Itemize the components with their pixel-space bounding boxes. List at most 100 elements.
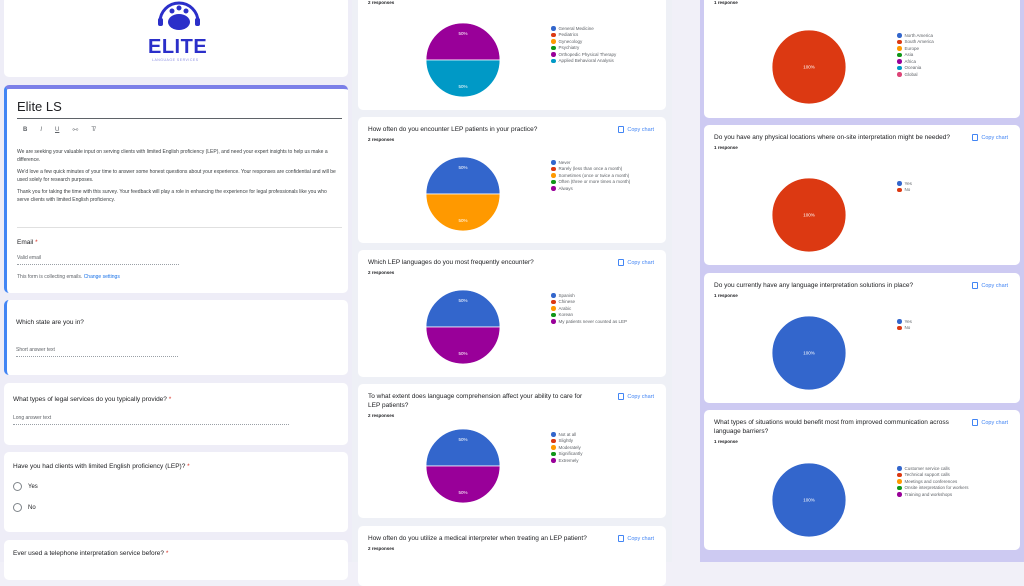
legend-item[interactable]: No [897,187,912,194]
legend-label: Sometimes (once or twice a month) [558,172,630,178]
logo-icon [158,1,200,30]
legend-dot [551,432,556,437]
legend-item[interactable]: Moderately [551,444,583,451]
slice-percent-label: 100% [803,498,815,503]
legend-dot [551,438,556,443]
legend-item[interactable]: Orthopedic Physical Therapy [551,51,616,58]
legend-item[interactable]: Significantly [551,451,583,458]
legend-label: No [904,325,911,331]
question-card-telephone[interactable]: Ever used a telephone interpretation ser… [4,540,348,580]
legend-item[interactable]: Psychiatry [551,45,616,52]
legend-item[interactable]: Spanish [551,292,627,299]
question-card-legal-services[interactable]: What types of legal services do you typi… [4,383,348,445]
pie-slice[interactable] [425,289,501,328]
long-answer-field[interactable]: Long answer text [13,415,289,425]
legend-item[interactable]: Europe [897,45,934,52]
format-toolbar: B I U ⧟ T̸ [23,127,95,134]
legend-item[interactable]: South America [897,39,934,46]
legend-item[interactable]: Applied Behavioral Analysis [551,58,616,65]
slice-percent-label: 50% [458,218,467,223]
legend-item[interactable]: Yes [897,318,912,325]
pie-slice[interactable] [425,193,501,232]
copy-chart-button[interactable]: Copy chart [618,535,654,542]
legend-item[interactable]: General Medicine [551,25,616,32]
legend-item[interactable]: North America [897,32,934,39]
bold-button[interactable]: B [23,127,28,133]
radio-button[interactable] [13,482,22,491]
description-paragraph: We'd love a few quick minutes of your ti… [17,169,336,183]
legend-item[interactable]: Korean [551,312,627,319]
response-count: 2 responses [368,0,395,5]
legend-dot [897,46,902,51]
pie-slice[interactable] [425,22,501,61]
pie-slice[interactable] [425,428,501,467]
pie-chart: 100% [771,29,847,105]
email-label: Email * [17,239,38,246]
form-header-card[interactable]: Elite LS B I U ⧟ T̸ We are seeking your … [4,85,348,293]
pie-slice[interactable] [425,326,501,365]
radio-button[interactable] [13,503,22,512]
legend-item[interactable]: Technical support calls [897,472,969,479]
copy-chart-button[interactable]: Copy chart [618,259,654,266]
legend-item[interactable]: Often (three or more times a month) [551,179,630,186]
pie-slice[interactable] [771,177,847,253]
legend-dot [551,306,556,311]
copy-chart-button[interactable]: Copy chart [972,419,1008,426]
clear-format-icon[interactable]: T̸ [91,127,96,133]
legend-item[interactable]: Slightly [551,438,583,445]
legend-item[interactable]: Rarely (less than once a month) [551,166,630,173]
legend-item[interactable]: Training and workshops [897,491,969,498]
form-title[interactable]: Elite LS [17,99,342,119]
pie-slice[interactable] [771,29,847,105]
legend-label: Significantly [558,451,583,457]
radio-option-no[interactable]: No [13,503,38,512]
legend-item[interactable]: Yes [897,180,912,187]
legend-item[interactable]: Extremely [551,457,583,464]
pie-slice[interactable] [425,465,501,504]
copy-icon [618,126,625,133]
legend-dot [551,445,556,450]
legend-item[interactable]: Onsite interpretation for workers [897,485,969,492]
form-description[interactable]: We are seeking your valuable input on se… [17,149,337,204]
legend-item[interactable]: Sometimes (once or twice a month) [551,172,630,179]
copy-chart-button[interactable]: Copy chart [972,134,1008,141]
legend-item[interactable]: Customer service calls [897,465,969,472]
legend-item[interactable]: No [897,325,912,332]
legend-item[interactable]: Oceania [897,65,934,72]
underline-button[interactable]: U [55,127,60,133]
copy-icon [972,134,979,141]
legend-item[interactable]: Gynecology [551,38,616,45]
chart-card: To what extent does language comprehensi… [358,384,666,518]
copy-chart-button[interactable]: Copy chart [618,393,654,400]
legend-item[interactable]: My patients never counted as LEP [551,318,627,325]
pie-slice[interactable] [425,156,501,195]
question-card-state[interactable]: Which state are you in? Short answer tex… [4,300,348,375]
change-settings-link[interactable]: Change settings [83,274,120,280]
legend-item[interactable]: Africa [897,58,934,65]
short-answer-field[interactable]: Short answer text [16,347,178,357]
question-card-lep-clients[interactable]: Have you had clients with limited Englis… [4,452,348,532]
legend-dot [551,451,556,456]
pie-slice[interactable] [771,315,847,391]
legend-label: Slightly [558,438,574,444]
legend-item[interactable]: Pediatrics [551,32,616,39]
pie-slice[interactable] [771,462,847,538]
legend-item[interactable]: Not at all [551,431,583,438]
legend-dot [551,179,556,184]
legend-item[interactable]: Never [551,159,630,166]
legend-item[interactable]: Always [551,185,630,192]
pie-chart: 100% [771,315,847,391]
email-field[interactable]: Valid email [17,255,179,265]
legend-item[interactable]: Asia [897,52,934,59]
slice-percent-label: 100% [803,351,815,356]
radio-option-yes[interactable]: Yes [13,482,38,491]
legend-item[interactable]: Global [897,71,934,78]
pie-slice[interactable] [425,59,501,98]
italic-button[interactable]: I [40,127,43,133]
legend-item[interactable]: Chinese [551,299,627,306]
legend-item[interactable]: Arabic [551,305,627,312]
copy-chart-button[interactable]: Copy chart [972,282,1008,289]
legend-item[interactable]: Meetings and conferences [897,478,969,485]
link-icon[interactable]: ⧟ [72,127,79,133]
copy-chart-button[interactable]: Copy chart [618,126,654,133]
